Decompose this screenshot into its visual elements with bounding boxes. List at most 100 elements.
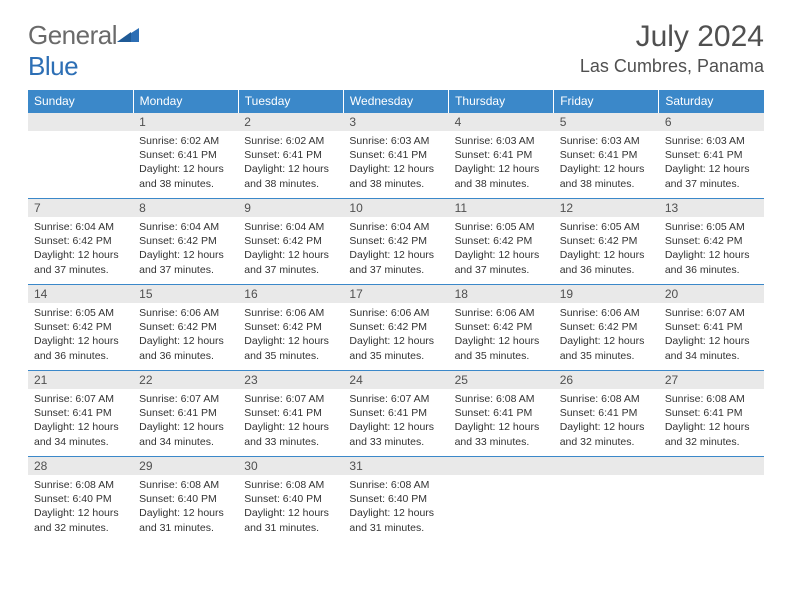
- day-detail: Sunrise: 6:07 AMSunset: 6:41 PMDaylight:…: [28, 389, 133, 453]
- day-number: 9: [238, 199, 343, 217]
- day-number: 16: [238, 285, 343, 303]
- day-detail: Sunrise: 6:08 AMSunset: 6:41 PMDaylight:…: [554, 389, 659, 453]
- day-number: 13: [659, 199, 764, 217]
- calendar-day-cell: [659, 457, 764, 543]
- weekday-header: Tuesday: [238, 90, 343, 113]
- day-number: 22: [133, 371, 238, 389]
- day-number: 5: [554, 113, 659, 131]
- calendar-day-cell: 16Sunrise: 6:06 AMSunset: 6:42 PMDayligh…: [238, 285, 343, 371]
- calendar-day-cell: 9Sunrise: 6:04 AMSunset: 6:42 PMDaylight…: [238, 199, 343, 285]
- day-number: 21: [28, 371, 133, 389]
- calendar-day-cell: 26Sunrise: 6:08 AMSunset: 6:41 PMDayligh…: [554, 371, 659, 457]
- day-number: 8: [133, 199, 238, 217]
- logo-text: GeneralBlue: [28, 20, 141, 82]
- day-number-empty: [28, 113, 133, 131]
- location: Las Cumbres, Panama: [580, 56, 764, 77]
- calendar-week-row: 21Sunrise: 6:07 AMSunset: 6:41 PMDayligh…: [28, 371, 764, 457]
- day-detail: Sunrise: 6:02 AMSunset: 6:41 PMDaylight:…: [133, 131, 238, 195]
- calendar-day-cell: 19Sunrise: 6:06 AMSunset: 6:42 PMDayligh…: [554, 285, 659, 371]
- logo-word1: General: [28, 20, 117, 50]
- calendar-day-cell: 14Sunrise: 6:05 AMSunset: 6:42 PMDayligh…: [28, 285, 133, 371]
- calendar-day-cell: [449, 457, 554, 543]
- day-number: 18: [449, 285, 554, 303]
- day-number-empty: [659, 457, 764, 475]
- day-detail: Sunrise: 6:08 AMSunset: 6:41 PMDaylight:…: [659, 389, 764, 453]
- logo: GeneralBlue: [28, 20, 141, 82]
- calendar-day-cell: 1Sunrise: 6:02 AMSunset: 6:41 PMDaylight…: [133, 113, 238, 199]
- calendar-day-cell: 17Sunrise: 6:06 AMSunset: 6:42 PMDayligh…: [343, 285, 448, 371]
- day-detail: Sunrise: 6:03 AMSunset: 6:41 PMDaylight:…: [449, 131, 554, 195]
- weekday-header: Thursday: [449, 90, 554, 113]
- calendar-day-cell: 20Sunrise: 6:07 AMSunset: 6:41 PMDayligh…: [659, 285, 764, 371]
- day-number-empty: [449, 457, 554, 475]
- weekday-header: Monday: [133, 90, 238, 113]
- day-number: 29: [133, 457, 238, 475]
- weekday-header: Sunday: [28, 90, 133, 113]
- day-detail: Sunrise: 6:04 AMSunset: 6:42 PMDaylight:…: [133, 217, 238, 281]
- day-number: 26: [554, 371, 659, 389]
- calendar-day-cell: 21Sunrise: 6:07 AMSunset: 6:41 PMDayligh…: [28, 371, 133, 457]
- weekday-header: Wednesday: [343, 90, 448, 113]
- day-number-empty: [554, 457, 659, 475]
- calendar-day-cell: 12Sunrise: 6:05 AMSunset: 6:42 PMDayligh…: [554, 199, 659, 285]
- day-number: 14: [28, 285, 133, 303]
- calendar-day-cell: 18Sunrise: 6:06 AMSunset: 6:42 PMDayligh…: [449, 285, 554, 371]
- day-number: 11: [449, 199, 554, 217]
- calendar-week-row: 28Sunrise: 6:08 AMSunset: 6:40 PMDayligh…: [28, 457, 764, 543]
- calendar-day-cell: 24Sunrise: 6:07 AMSunset: 6:41 PMDayligh…: [343, 371, 448, 457]
- calendar-week-row: 14Sunrise: 6:05 AMSunset: 6:42 PMDayligh…: [28, 285, 764, 371]
- calendar-day-cell: 15Sunrise: 6:06 AMSunset: 6:42 PMDayligh…: [133, 285, 238, 371]
- header: GeneralBlue July 2024 Las Cumbres, Panam…: [28, 20, 764, 82]
- day-number: 15: [133, 285, 238, 303]
- day-detail: Sunrise: 6:08 AMSunset: 6:40 PMDaylight:…: [238, 475, 343, 539]
- day-number: 24: [343, 371, 448, 389]
- day-detail: Sunrise: 6:05 AMSunset: 6:42 PMDaylight:…: [554, 217, 659, 281]
- logo-word2: Blue: [28, 51, 78, 81]
- day-detail: Sunrise: 6:03 AMSunset: 6:41 PMDaylight:…: [343, 131, 448, 195]
- day-number: 7: [28, 199, 133, 217]
- calendar-week-row: 7Sunrise: 6:04 AMSunset: 6:42 PMDaylight…: [28, 199, 764, 285]
- calendar-day-cell: 8Sunrise: 6:04 AMSunset: 6:42 PMDaylight…: [133, 199, 238, 285]
- day-number: 2: [238, 113, 343, 131]
- calendar-day-cell: 30Sunrise: 6:08 AMSunset: 6:40 PMDayligh…: [238, 457, 343, 543]
- calendar-day-cell: 4Sunrise: 6:03 AMSunset: 6:41 PMDaylight…: [449, 113, 554, 199]
- calendar-day-cell: 31Sunrise: 6:08 AMSunset: 6:40 PMDayligh…: [343, 457, 448, 543]
- calendar-day-cell: 28Sunrise: 6:08 AMSunset: 6:40 PMDayligh…: [28, 457, 133, 543]
- day-detail: Sunrise: 6:03 AMSunset: 6:41 PMDaylight:…: [659, 131, 764, 195]
- calendar-day-cell: 7Sunrise: 6:04 AMSunset: 6:42 PMDaylight…: [28, 199, 133, 285]
- calendar-header-row: SundayMondayTuesdayWednesdayThursdayFrid…: [28, 90, 764, 113]
- day-detail: Sunrise: 6:02 AMSunset: 6:41 PMDaylight:…: [238, 131, 343, 195]
- day-number: 28: [28, 457, 133, 475]
- day-detail: Sunrise: 6:06 AMSunset: 6:42 PMDaylight:…: [343, 303, 448, 367]
- day-detail: Sunrise: 6:06 AMSunset: 6:42 PMDaylight:…: [133, 303, 238, 367]
- day-number: 30: [238, 457, 343, 475]
- day-detail: Sunrise: 6:05 AMSunset: 6:42 PMDaylight:…: [449, 217, 554, 281]
- calendar-day-cell: 11Sunrise: 6:05 AMSunset: 6:42 PMDayligh…: [449, 199, 554, 285]
- day-number: 4: [449, 113, 554, 131]
- day-number: 1: [133, 113, 238, 131]
- calendar-day-cell: 25Sunrise: 6:08 AMSunset: 6:41 PMDayligh…: [449, 371, 554, 457]
- calendar-day-cell: 10Sunrise: 6:04 AMSunset: 6:42 PMDayligh…: [343, 199, 448, 285]
- day-number: 17: [343, 285, 448, 303]
- calendar-day-cell: 22Sunrise: 6:07 AMSunset: 6:41 PMDayligh…: [133, 371, 238, 457]
- title-block: July 2024 Las Cumbres, Panama: [580, 20, 764, 77]
- day-detail: Sunrise: 6:06 AMSunset: 6:42 PMDaylight:…: [238, 303, 343, 367]
- day-detail: Sunrise: 6:07 AMSunset: 6:41 PMDaylight:…: [659, 303, 764, 367]
- day-detail: Sunrise: 6:04 AMSunset: 6:42 PMDaylight:…: [28, 217, 133, 281]
- day-number: 31: [343, 457, 448, 475]
- logo-triangle-icon: [117, 20, 141, 40]
- day-detail: Sunrise: 6:08 AMSunset: 6:40 PMDaylight:…: [343, 475, 448, 539]
- page-title: July 2024: [580, 20, 764, 54]
- day-detail: Sunrise: 6:05 AMSunset: 6:42 PMDaylight:…: [28, 303, 133, 367]
- calendar-day-cell: 23Sunrise: 6:07 AMSunset: 6:41 PMDayligh…: [238, 371, 343, 457]
- day-detail: Sunrise: 6:08 AMSunset: 6:40 PMDaylight:…: [28, 475, 133, 539]
- day-detail: Sunrise: 6:04 AMSunset: 6:42 PMDaylight:…: [343, 217, 448, 281]
- calendar-page: GeneralBlue July 2024 Las Cumbres, Panam…: [0, 0, 792, 563]
- day-detail: Sunrise: 6:07 AMSunset: 6:41 PMDaylight:…: [238, 389, 343, 453]
- calendar-day-cell: 5Sunrise: 6:03 AMSunset: 6:41 PMDaylight…: [554, 113, 659, 199]
- day-detail: Sunrise: 6:04 AMSunset: 6:42 PMDaylight:…: [238, 217, 343, 281]
- day-detail: Sunrise: 6:08 AMSunset: 6:40 PMDaylight:…: [133, 475, 238, 539]
- calendar-day-cell: [28, 113, 133, 199]
- calendar-table: SundayMondayTuesdayWednesdayThursdayFrid…: [28, 90, 764, 543]
- day-number: 19: [554, 285, 659, 303]
